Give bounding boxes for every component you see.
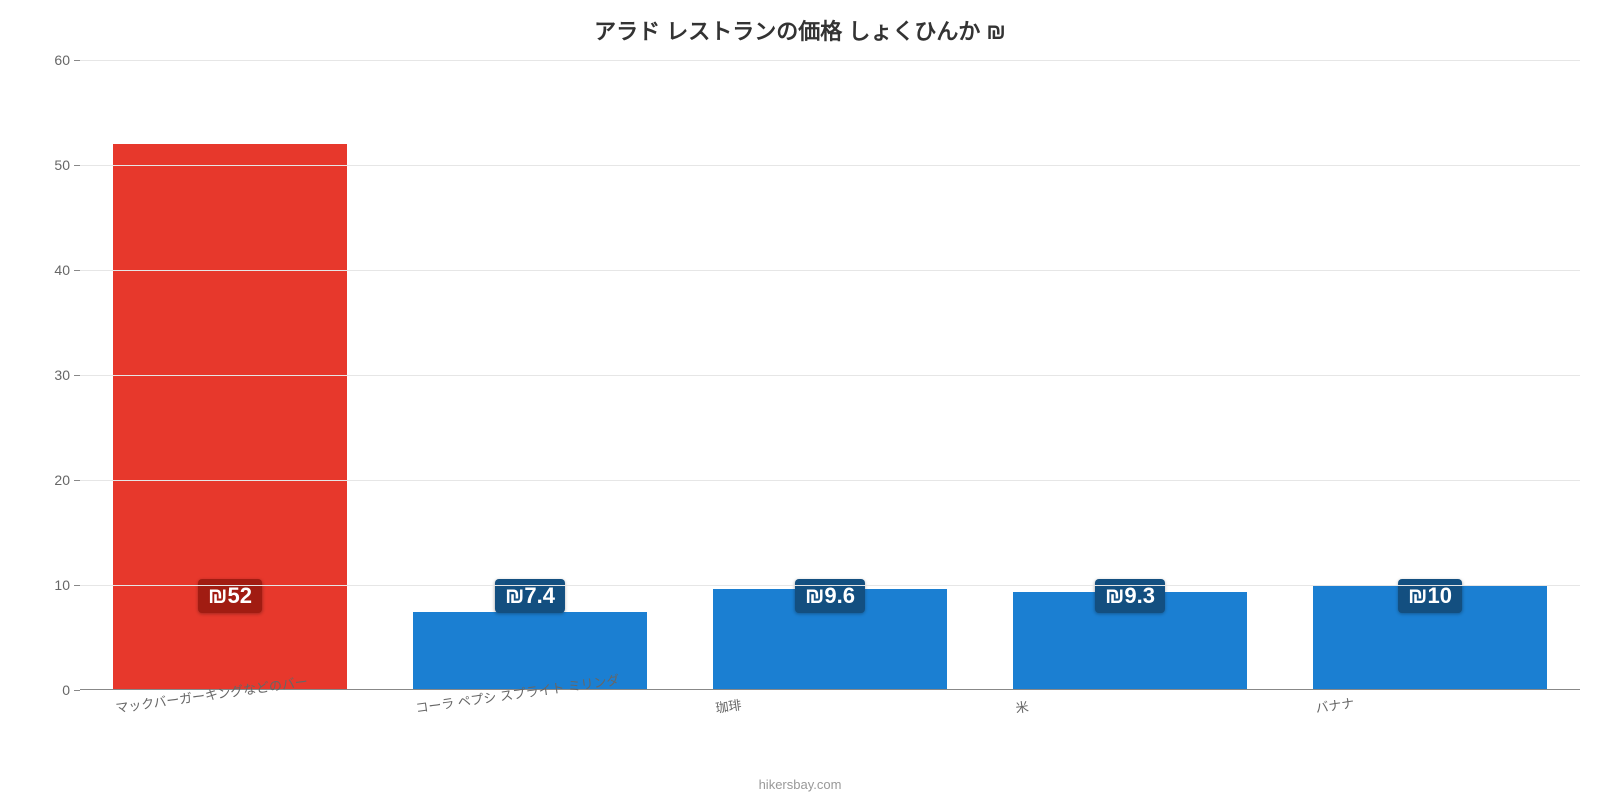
ytick-label: 10 xyxy=(54,577,80,593)
ytick-label: 30 xyxy=(54,367,80,383)
ytick-label: 50 xyxy=(54,157,80,173)
plot-area: ₪52₪7.4₪9.6₪9.3₪10 0102030405060マックバーガーキ… xyxy=(80,60,1580,690)
gridline xyxy=(80,480,1580,481)
category-label: 珈琲 xyxy=(713,686,743,716)
ytick-label: 0 xyxy=(62,682,80,698)
gridline xyxy=(80,165,1580,166)
ytick-label: 60 xyxy=(54,52,80,68)
ytick-label: 20 xyxy=(54,472,80,488)
bar-value-badge: ₪7.4 xyxy=(495,579,565,613)
chart-title: アラド レストランの価格 しょくひんか ₪ xyxy=(0,14,1600,46)
bar-value-badge: ₪9.6 xyxy=(795,579,865,613)
gridline xyxy=(80,270,1580,271)
gridline xyxy=(80,60,1580,61)
price-bar-chart: アラド レストランの価格 しょくひんか ₪ ₪52 ₪7.4 ₪9.6 ₪9.3 ₪10… xyxy=(0,0,1600,800)
bar-value-badge: ₪52 xyxy=(198,579,262,613)
gridline xyxy=(80,375,1580,376)
category-label: バナナ xyxy=(1313,685,1355,717)
category-label: 米 xyxy=(1013,688,1030,717)
bar-value-badge: ₪9.3 xyxy=(1095,579,1165,613)
source-label: hikersbay.com xyxy=(0,777,1600,792)
ytick-label: 40 xyxy=(54,262,80,278)
gridline xyxy=(80,585,1580,586)
bar-value-badge: ₪10 xyxy=(1398,579,1462,613)
